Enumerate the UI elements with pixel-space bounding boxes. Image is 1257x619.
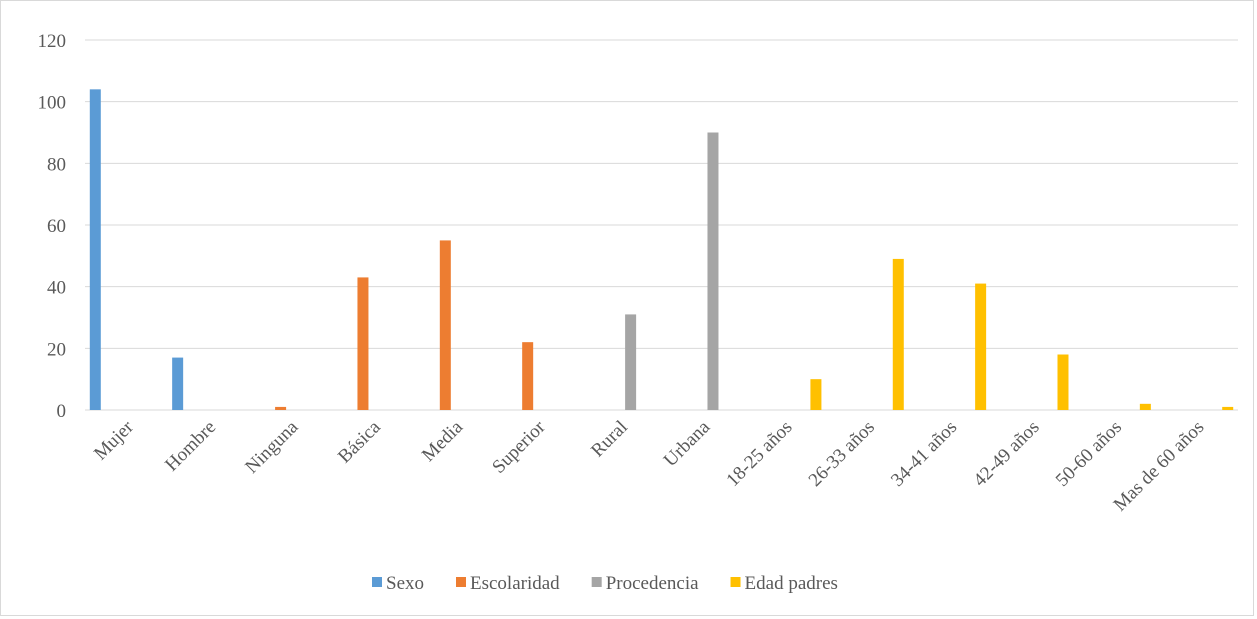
x-tick-label: 42-49 años — [969, 417, 1043, 491]
bar-escolaridad-5 — [522, 342, 534, 410]
bar-escolaridad-3 — [357, 277, 369, 410]
x-tick-label: Hombre — [161, 417, 220, 476]
y-tick-label: 100 — [38, 93, 67, 114]
y-tick-label: 20 — [47, 339, 66, 360]
legend-swatch — [730, 577, 741, 587]
legend-label: Sexo — [386, 573, 424, 594]
legend-swatch — [372, 577, 382, 587]
x-tick-label: 50-60 años — [1052, 417, 1126, 491]
x-tick-label: 34-41 años — [887, 417, 961, 491]
x-tick-label: Básica — [334, 416, 385, 467]
x-tick-label: Superior — [488, 416, 550, 478]
x-axis-tick-labels: Mujer Hombre Ninguna Básica Media Superior Rur… — [90, 416, 1208, 515]
y-tick-label: 60 — [47, 216, 66, 237]
bar-edad-padres-9 — [892, 258, 904, 410]
bar-sexo-0 — [89, 89, 101, 410]
x-tick-label: Rural — [587, 417, 632, 462]
bar-edad-padres-11 — [1057, 354, 1069, 410]
bar-procedencia-7 — [707, 132, 719, 410]
legend-swatch — [456, 577, 466, 587]
bar-edad-padres-13 — [1222, 406, 1234, 410]
bar-sexo-1 — [172, 357, 184, 410]
bar-edad-padres-12 — [1139, 403, 1151, 410]
x-tick-label: Media — [418, 416, 468, 466]
bar-procedencia-6 — [625, 314, 637, 410]
y-tick-label: 120 — [38, 31, 67, 52]
x-tick-label: Ninguna — [241, 416, 303, 478]
bar-escolaridad-2 — [275, 406, 287, 410]
x-tick-label: 26-33 años — [805, 417, 879, 491]
y-tick-label: 0 — [57, 401, 67, 422]
x-tick-label: Mujer — [90, 416, 138, 464]
y-tick-label: 80 — [47, 154, 66, 175]
x-tick-label: 18-25 años — [722, 417, 796, 491]
bar-edad-padres-10 — [975, 283, 987, 410]
bar-escolaridad-4 — [439, 240, 451, 410]
legend-swatch — [591, 577, 602, 587]
bars — [89, 89, 1234, 410]
legend-label: Edad padres — [745, 573, 838, 594]
y-axis-tick-labels: 0 20 40 60 80 100 120 — [38, 31, 67, 422]
y-tick-label: 40 — [47, 278, 66, 299]
legend: Sexo Escolaridad Procedencia Edad padres — [372, 573, 838, 594]
legend-label: Procedencia — [606, 573, 699, 594]
legend-label: Escolaridad — [470, 573, 560, 594]
x-tick-label: Urbana — [660, 416, 715, 471]
bar-edad-padres-8 — [810, 379, 822, 410]
